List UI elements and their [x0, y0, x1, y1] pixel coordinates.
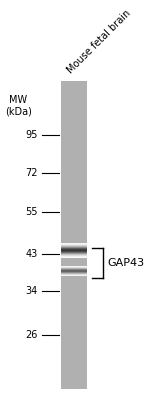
- Text: 55: 55: [26, 208, 38, 217]
- Text: 95: 95: [26, 130, 38, 141]
- Text: GAP43: GAP43: [107, 258, 144, 268]
- Text: 43: 43: [26, 249, 38, 259]
- Text: 72: 72: [26, 168, 38, 178]
- Bar: [61, 81, 87, 389]
- Text: MW
(kDa): MW (kDa): [5, 95, 32, 116]
- Text: 26: 26: [26, 330, 38, 339]
- Text: 34: 34: [26, 286, 38, 297]
- Text: Mouse fetal brain: Mouse fetal brain: [65, 8, 133, 76]
